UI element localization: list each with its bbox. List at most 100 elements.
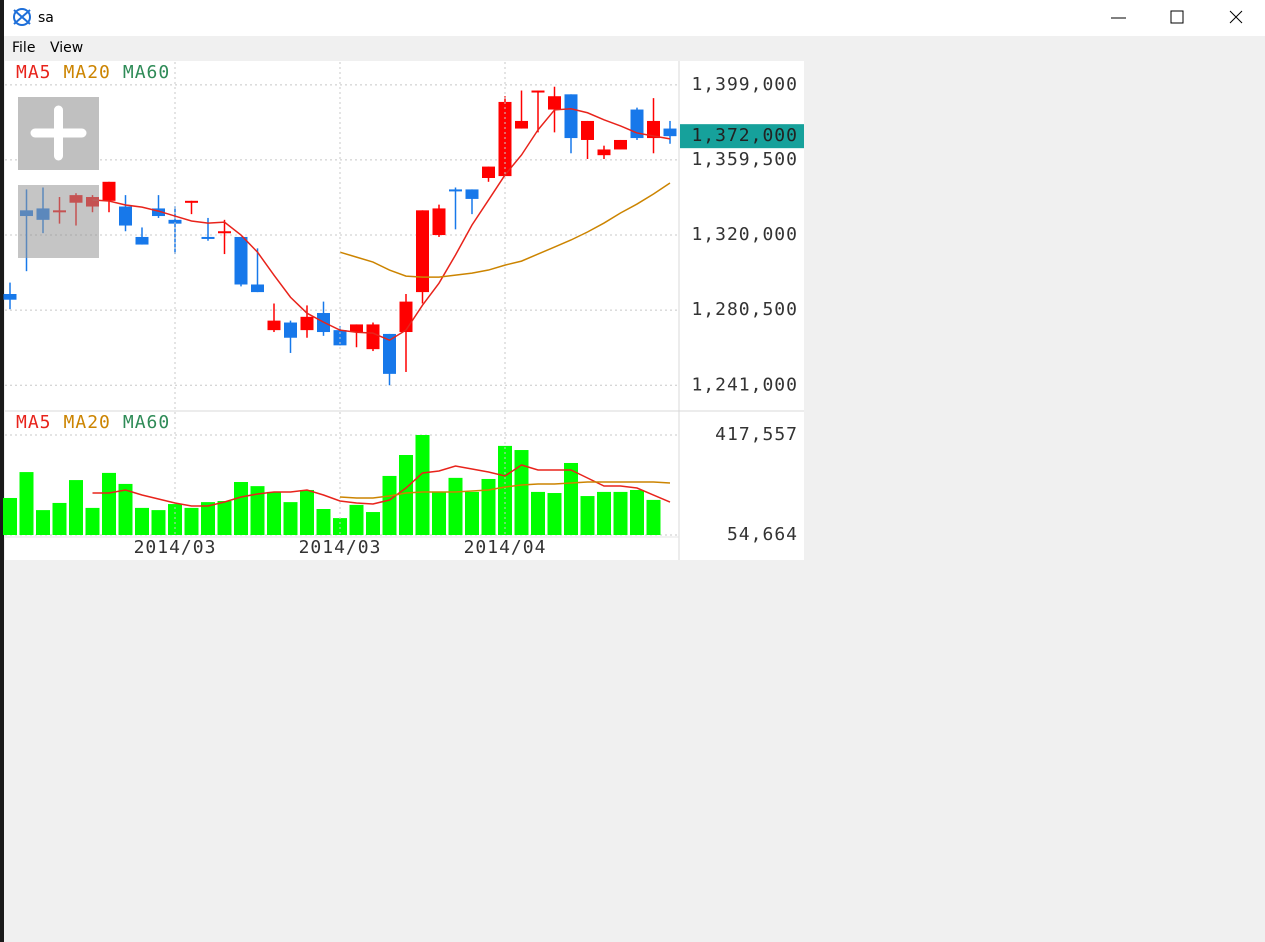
candle-body xyxy=(251,284,264,293)
ma-line xyxy=(92,108,671,342)
ma-line xyxy=(339,182,671,278)
volume-bar xyxy=(514,450,529,535)
candle-body xyxy=(647,120,660,139)
chart-layer: 1,241,000 1,280,500 1,320,000 1,359,500 1,39… xyxy=(3,62,804,558)
volume-bar xyxy=(498,445,512,535)
maximize-button[interactable] xyxy=(1170,10,1184,24)
volume-bar xyxy=(646,499,661,535)
legend-entry: MA20 xyxy=(64,412,111,433)
candle-body xyxy=(119,206,132,226)
volume-bar xyxy=(300,489,314,535)
app-icon xyxy=(13,8,31,26)
volume-bar xyxy=(316,509,331,535)
candle-body xyxy=(383,333,396,374)
candle-body xyxy=(564,94,578,139)
candle-body xyxy=(234,236,248,285)
y-tick-label: 1,399,000 xyxy=(691,74,798,95)
candle-body xyxy=(399,301,413,333)
candle-body xyxy=(548,96,561,110)
volume-bar xyxy=(234,481,248,535)
volume-bar xyxy=(531,491,545,535)
candle-body xyxy=(168,219,182,224)
candle-body xyxy=(449,189,462,192)
volume-bar xyxy=(415,435,430,535)
volume-bar xyxy=(201,502,215,535)
candle-body xyxy=(284,322,297,338)
candle-body xyxy=(201,236,215,239)
volume-bar xyxy=(465,491,479,535)
candle-body xyxy=(498,101,512,177)
last-price-tag xyxy=(680,124,804,149)
candle-body xyxy=(581,120,594,140)
candle-body xyxy=(366,324,380,350)
ma-line xyxy=(339,481,671,499)
y-tick-label: 1,241,000 xyxy=(691,374,798,395)
x-tick-label: 2014/03 xyxy=(299,537,382,558)
legend-entry: MA5 xyxy=(16,62,52,83)
zoom-in-button[interactable] xyxy=(18,97,99,170)
ma-line xyxy=(92,464,671,507)
volume-bar xyxy=(366,512,380,535)
title-bar xyxy=(0,0,1265,36)
x-tick-label: 2014/04 xyxy=(464,537,547,558)
volume-bar xyxy=(448,477,463,535)
legend-entry: MA20 xyxy=(64,62,111,83)
volume-bar xyxy=(283,502,298,535)
volume-bar xyxy=(19,472,34,535)
menu-item[interactable]: View xyxy=(50,40,83,56)
candle-body xyxy=(482,166,495,178)
legend-entry: MA60 xyxy=(123,412,170,433)
menu-bar xyxy=(0,36,1265,61)
volume-bar xyxy=(85,507,100,535)
candle-body xyxy=(663,128,677,137)
last-price-label: 1,372,000 xyxy=(691,125,798,146)
candle-body xyxy=(416,210,429,293)
legend-entry: MA60 xyxy=(123,62,170,83)
volume-bar xyxy=(333,518,347,535)
y-tick-label: 417,557 xyxy=(715,424,798,445)
candle-body xyxy=(152,208,165,217)
volume-bar xyxy=(399,454,413,535)
volume-bar xyxy=(597,491,611,535)
candle-body xyxy=(614,139,627,150)
volume-bar xyxy=(52,502,67,535)
y-tick-label: 1,359,500 xyxy=(691,149,798,170)
volume-bar xyxy=(69,480,83,535)
x-tick-label: 2014/03 xyxy=(134,537,217,558)
candle-body xyxy=(135,236,149,245)
volume-bar xyxy=(481,478,496,535)
volume-bar xyxy=(102,472,116,535)
candle-body xyxy=(267,320,281,331)
y-tick-label: 1,320,000 xyxy=(691,224,798,245)
volume-bar xyxy=(168,504,182,535)
volume-bar xyxy=(630,489,644,535)
volume-bar xyxy=(432,491,446,535)
candle-body xyxy=(102,181,116,201)
volume-bar xyxy=(118,483,133,535)
candle-body xyxy=(185,200,198,203)
volume-bar xyxy=(184,507,199,535)
volume-bar xyxy=(267,491,281,535)
volume-bar xyxy=(135,507,149,535)
volume-bar xyxy=(547,493,562,535)
volume-bar xyxy=(382,475,397,535)
volume-bar xyxy=(217,501,232,535)
close-button[interactable] xyxy=(1229,10,1243,24)
candle-body xyxy=(432,208,446,236)
candle-body xyxy=(465,189,479,199)
candle-body xyxy=(515,120,528,129)
candle-body xyxy=(300,316,314,331)
volume-bar xyxy=(564,462,578,535)
candle-body xyxy=(531,90,545,93)
volume-bar xyxy=(349,504,364,535)
overlay-button[interactable] xyxy=(18,185,99,258)
menu-item[interactable]: File xyxy=(12,40,35,56)
legend-entry: MA5 xyxy=(16,412,52,433)
y-tick-label: 54,664 xyxy=(727,524,798,545)
side-strip xyxy=(0,0,4,942)
volume-bar xyxy=(613,491,628,535)
window-title: sa xyxy=(38,10,54,26)
volume-bar xyxy=(580,496,595,535)
